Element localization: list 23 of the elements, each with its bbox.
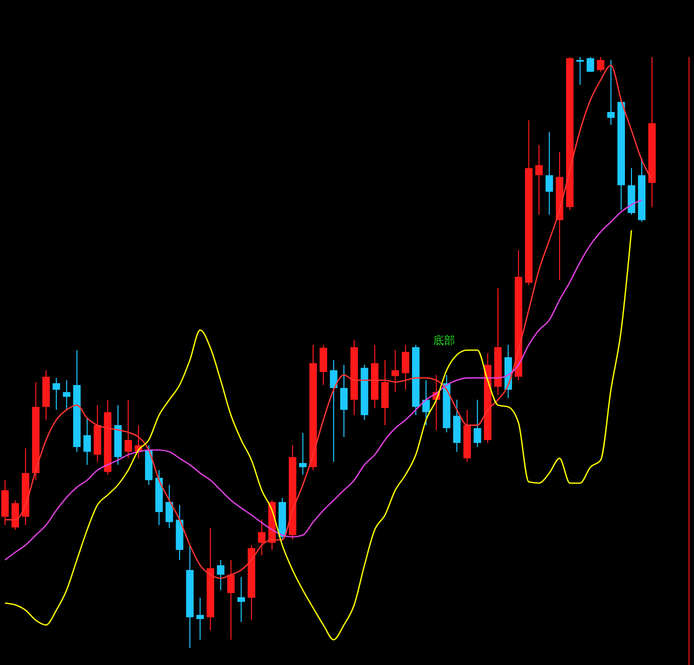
annotation: 底部 xyxy=(433,334,455,347)
candlestick xyxy=(330,360,338,462)
candlestick xyxy=(474,399,482,448)
candlestick xyxy=(392,350,400,393)
candlestick xyxy=(52,377,60,410)
candlestick xyxy=(83,418,91,466)
candlestick xyxy=(166,484,174,529)
candlestick xyxy=(422,380,430,426)
candlestick xyxy=(124,399,132,459)
candlestick xyxy=(258,519,266,556)
candlestick xyxy=(535,144,543,216)
candlestick xyxy=(216,559,224,591)
candlestick xyxy=(340,364,348,438)
candlestick xyxy=(546,132,554,216)
candlestick xyxy=(607,59,615,126)
candlestick xyxy=(237,576,245,622)
candlestick xyxy=(227,559,235,640)
candlestick xyxy=(299,432,307,476)
candlestick xyxy=(62,380,70,410)
candlestick xyxy=(402,344,410,390)
candlestick xyxy=(596,56,604,72)
candlestick xyxy=(196,597,204,640)
candlestick xyxy=(586,56,594,72)
